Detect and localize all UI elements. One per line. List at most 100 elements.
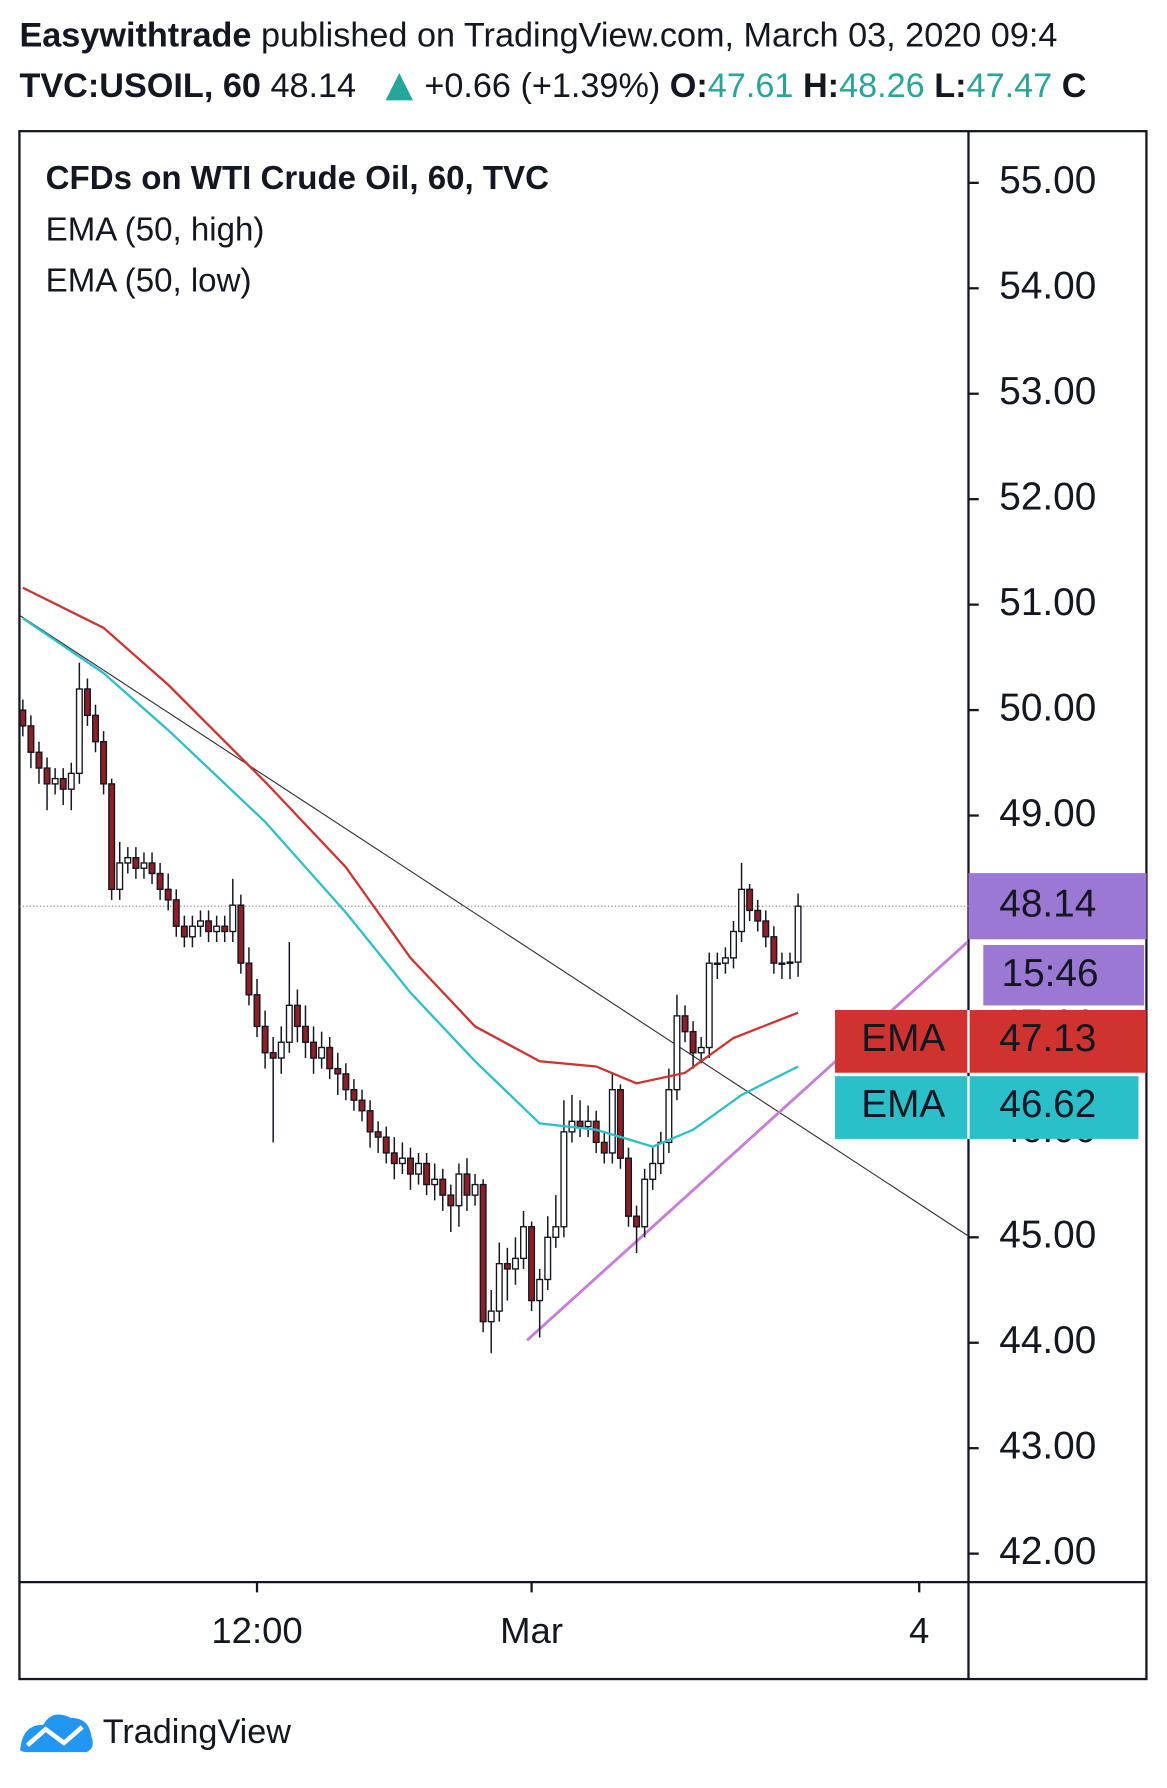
candle-body [148, 862, 156, 875]
candle-body [439, 1178, 447, 1196]
candle-body [277, 1041, 285, 1059]
support-line [526, 941, 969, 1342]
candle-body [124, 857, 132, 864]
low-value: 47.47 [967, 67, 1053, 105]
legend-entry: EMA (50, low) [46, 263, 252, 300]
candle-body [762, 920, 770, 938]
y-tick-label: 51.00 [999, 581, 1096, 624]
candle-body [576, 1120, 584, 1128]
candle-body [471, 1183, 479, 1196]
ema-line [22, 617, 799, 1148]
candle-body [689, 1030, 697, 1054]
x-tick-label: Mar [500, 1610, 563, 1651]
published: published on TradingView.com, March 03, … [261, 17, 1057, 55]
ema-line [22, 586, 799, 1085]
countdown-tag [983, 944, 1145, 1006]
y-tick-label: 50.00 [999, 686, 1096, 729]
candle-body [229, 904, 237, 933]
candle-body [237, 904, 245, 964]
candle-body [205, 920, 213, 933]
candle-body [584, 1120, 592, 1128]
candle-body [406, 1157, 414, 1175]
up-arrow [385, 73, 413, 101]
candle-body [560, 1131, 568, 1228]
candle-body [398, 1157, 406, 1165]
y-tick-label: 44.00 [999, 1319, 1096, 1362]
candle-body [447, 1194, 455, 1207]
logo [20, 1714, 93, 1753]
last-price: 48.14 [270, 67, 356, 105]
plot-area [19, 586, 969, 1354]
ema-tag-value: 46.62 [999, 1083, 1096, 1126]
candle-body [374, 1131, 382, 1138]
candle-body [100, 741, 108, 785]
header-line-2: TVC:USOIL, 60 48.14 [19, 67, 356, 105]
candle-body [536, 1278, 544, 1302]
y-tick-label: 53.00 [999, 370, 1096, 413]
candle-body [633, 1215, 641, 1228]
change: +0.66 (+1.39%) [424, 67, 660, 105]
candle-body [455, 1173, 463, 1207]
candle-body [681, 1015, 689, 1033]
candle-body [156, 872, 164, 891]
candle-body [350, 1088, 358, 1101]
candle-body [293, 1004, 301, 1028]
header-ohl: +0.66 (+1.39%) O:47.61 H:48.26 L:47.47 C [424, 67, 1086, 105]
symbol: TVC:USOIL, 60 [19, 67, 260, 105]
candle-body [310, 1041, 318, 1059]
candle-body [51, 777, 59, 785]
high-value: 48.26 [839, 67, 925, 105]
countdown-label: 15:46 [1002, 952, 1099, 995]
candle-body [83, 688, 91, 717]
candle-body [746, 888, 754, 912]
candle-body [520, 1226, 528, 1260]
candle-body [116, 862, 124, 891]
y-tick-label: 52.00 [999, 475, 1096, 518]
candle-body [649, 1162, 657, 1180]
candle-body [641, 1178, 649, 1228]
candle-body [778, 962, 786, 965]
candle-body [269, 1052, 277, 1059]
candle-body [738, 888, 746, 933]
last-price-tag [968, 873, 1147, 940]
candle-body [657, 1141, 665, 1165]
candle-body [552, 1226, 560, 1238]
y-tick-label: 43.00 [999, 1424, 1096, 1467]
candle-body [285, 1004, 293, 1043]
candle-body [713, 962, 721, 965]
author: Easywithtrade [19, 17, 251, 55]
close-label: C [1062, 67, 1087, 105]
high-label: H: [803, 67, 839, 105]
candle-body [770, 936, 778, 964]
candle-body [188, 925, 196, 938]
candle-body [318, 1046, 326, 1059]
open-label: O: [670, 67, 708, 105]
ema-tag [835, 1010, 1147, 1073]
drawings [20, 615, 969, 1342]
candle-body [503, 1262, 511, 1270]
candle-body [479, 1183, 487, 1323]
ema-tag-value: 47.13 [999, 1017, 1096, 1060]
candle-body [342, 1073, 350, 1091]
candle-body [786, 961, 794, 964]
candle-body [261, 1025, 269, 1054]
candle-body [624, 1157, 633, 1217]
y-tick-label: 45.00 [999, 1214, 1096, 1257]
candle-body [245, 962, 253, 996]
low-label: L: [934, 67, 966, 105]
candle-body [729, 930, 737, 959]
candle-body [794, 905, 802, 963]
open-value: 47.61 [708, 67, 794, 105]
candle-body [19, 709, 27, 727]
candle-body [75, 688, 83, 775]
trend-line [20, 615, 968, 1236]
candle-body [35, 751, 43, 769]
candle-body [600, 1141, 608, 1154]
header-line-1: Easywithtrade published on TradingView.c… [19, 17, 1057, 55]
candle-body [721, 957, 729, 964]
candle-body [431, 1178, 439, 1186]
ema-tag-name: EMA [861, 1083, 945, 1126]
candle-body [608, 1088, 616, 1154]
candle-body [213, 925, 221, 933]
